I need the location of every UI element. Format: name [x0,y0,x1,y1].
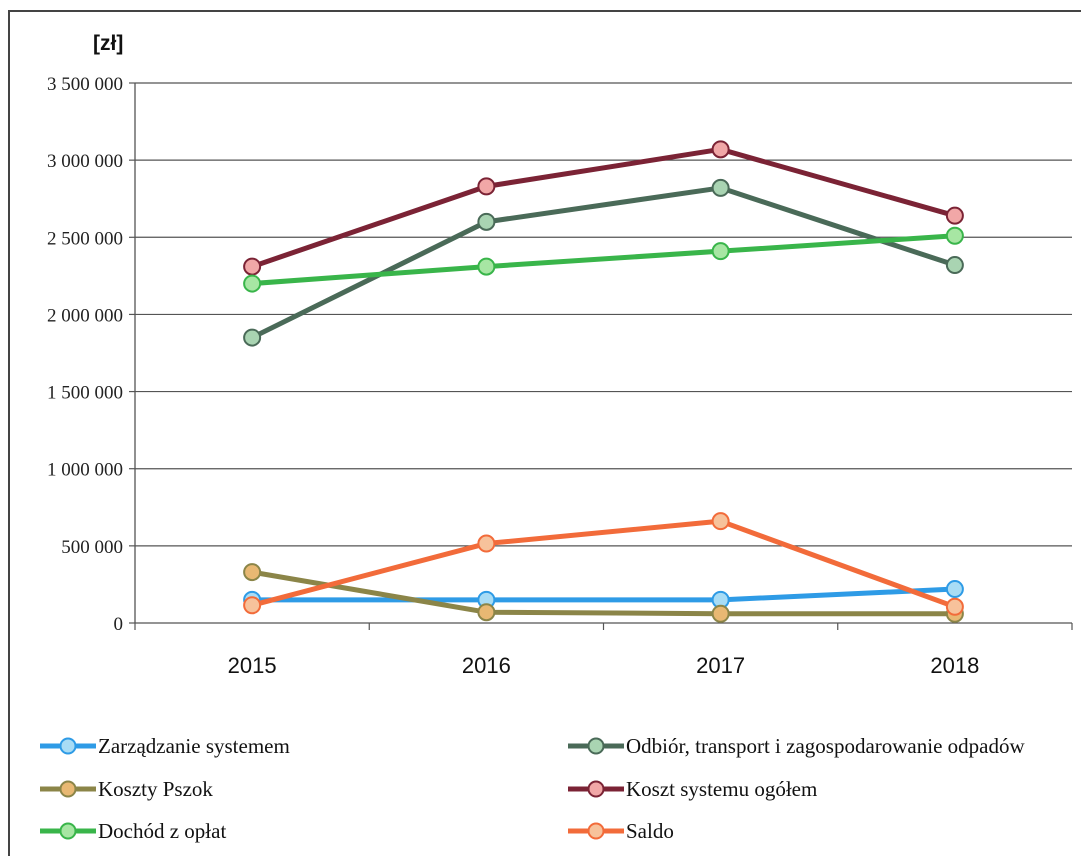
data-point [477,212,496,231]
data-point [945,256,964,275]
y-tick-label: 3 000 000 [47,151,123,172]
data-point [945,226,964,245]
y-tick-label: 2 500 000 [47,228,123,249]
x-tick-label: 2015 [228,653,277,678]
legend-marker [587,780,605,798]
data-point [945,580,964,599]
data-point [945,597,964,616]
data-point [243,328,262,347]
legend: Zarządzanie systemem Odbiór, transport i … [40,734,1025,843]
x-tick-label: 2016 [462,653,511,678]
data-point [711,140,730,159]
data-point [243,596,262,615]
series-line [252,586,955,603]
y-tick-label: 1 000 000 [47,460,123,481]
x-tick-label: 2018 [930,653,979,678]
y-tick-label: 2 000 000 [47,305,123,326]
data-point [945,206,964,225]
chart-frame [8,10,1081,856]
y-tick-label: 1 500 000 [47,383,123,404]
legend-marker [59,780,77,798]
data-point [711,178,730,197]
gridlines [135,82,1072,547]
data-point [477,603,496,622]
data-point [243,257,262,276]
legend-label: Odbiór, transport i zagospodarowanie odp… [626,734,1025,758]
data-point [477,177,496,196]
legend-label: Koszty Pszok [98,777,213,801]
series-line [251,518,956,610]
data-point [711,242,730,261]
y-axis-unit-label: [zł] [93,32,123,55]
data-point [711,512,730,531]
data-point [711,604,730,623]
y-tick-label: 500 000 [61,537,123,558]
legend-marker [587,822,605,840]
series-line [251,233,956,287]
y-tick-label: 3 500 000 [47,74,123,95]
legend-label: Saldo [626,819,674,843]
legend-label: Zarządzanie systemem [98,734,290,758]
series-lines [243,140,964,623]
legend-marker [59,737,77,755]
axes: 0 500 000 1 000 000 1 500 000 2 000 000 2 500… [47,74,1073,678]
series-line [251,569,955,617]
series-line [251,185,956,340]
series-line [251,146,956,269]
legend-marker [587,737,605,755]
data-point [243,274,262,293]
data-point [243,563,262,582]
data-point [477,257,496,276]
legend-label: Koszt systemu ogółem [626,777,817,801]
y-tick-label: 0 [114,614,124,635]
data-point [477,534,496,553]
x-tick-label: 2017 [696,653,745,678]
legend-marker [59,822,77,840]
legend-label: Dochód z opłat [98,819,226,843]
